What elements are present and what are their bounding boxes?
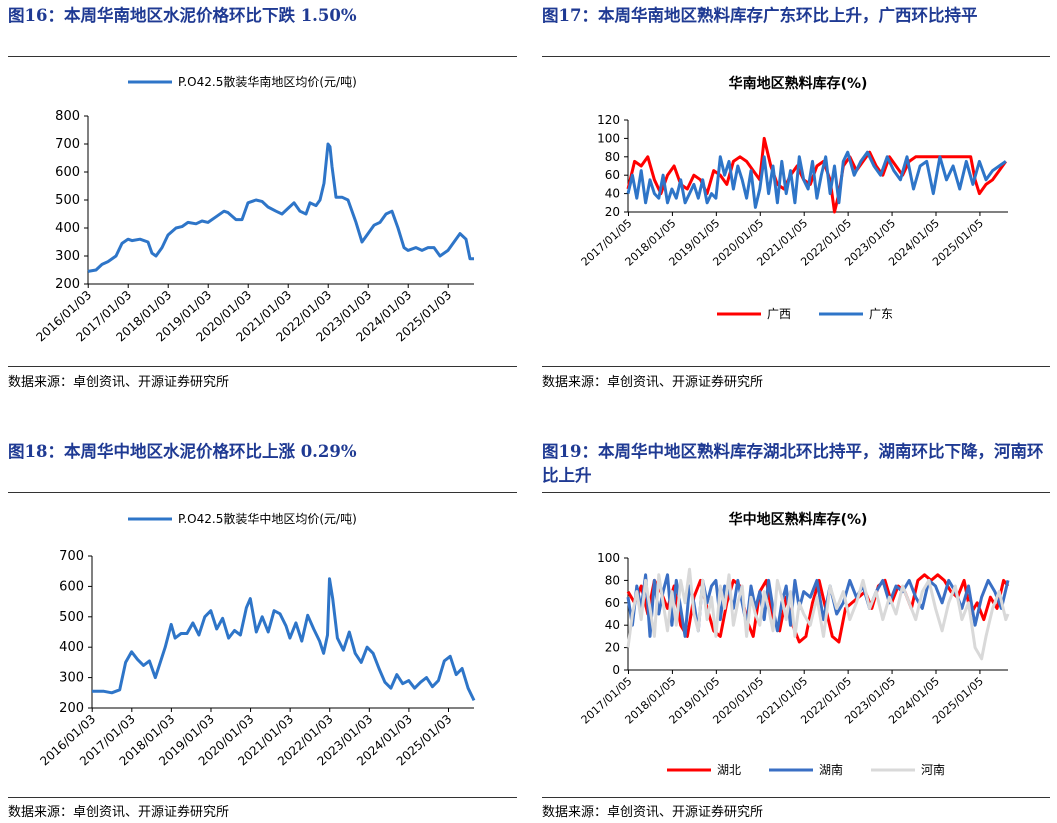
y-tick-label: 200 [59,701,84,716]
series-line-1 [626,150,1007,209]
chart-central-china-price: 2003004005006007002016/01/032017/01/0320… [37,511,476,769]
panel-title-17: 图17：本周华南地区熟料库存广东环比上升，广西环比持平 [542,6,978,25]
chart-title: 华南地区熟料库存(%) [729,75,868,92]
title-rule [8,492,517,493]
y-tick-label: 300 [55,249,80,264]
y-tick-label: 500 [55,193,80,208]
y-tick-label: 100 [597,551,620,565]
source-note: 数据来源：卓创资讯、开源证券研究所 [8,375,230,390]
y-tick-label: 80 [605,150,620,164]
source-rule [542,366,1050,367]
title-rule [542,492,1050,493]
source-rule [8,366,517,367]
series-line-0 [87,142,474,273]
series-line-0 [92,577,476,702]
y-tick-label: 700 [55,137,80,152]
y-tick-label: 20 [605,641,620,655]
panel-title-18: 图18：本周华中地区水泥价格环比上涨 0.29% [8,442,357,461]
y-tick-label: 400 [59,640,84,655]
y-tick-label: 200 [55,277,80,292]
chart-title: 华中地区熟料库存(%) [729,511,868,528]
panel-title-19: 图19：本周华中地区熟料库存湖北环比持平，湖南环比下降，河南环比上升 [542,442,1044,485]
legend-label: 河南 [921,762,945,777]
chart-south-china-price: 2003004005006007008002016/01/032017/01/0… [33,74,474,345]
panel-title-16: 图16：本周华南地区水泥价格环比下跌 1.50% [8,6,357,25]
legend-label: 湖北 [717,762,741,777]
y-tick-label: 80 [605,573,620,587]
y-tick-label: 0 [612,663,620,677]
y-tick-label: 400 [55,221,80,236]
legend-label: P.O42.5散装华南地区均价(元/吨) [178,74,357,89]
y-tick-label: 500 [59,610,84,625]
y-tick-label: 300 [59,671,84,686]
y-tick-label: 800 [55,109,80,124]
legend-label: 广西 [767,307,791,321]
chart-central-china-clinker: 华中地区熟料库存(%)0204060801002017/01/052018/01… [579,511,1010,777]
y-tick-label: 600 [59,579,84,594]
y-tick-label: 100 [597,131,620,145]
legend-label: 湖南 [819,762,843,777]
y-tick-label: 40 [605,618,620,632]
legend-label: 广东 [869,307,893,321]
title-rule [8,56,517,57]
y-tick-label: 600 [55,165,80,180]
source-rule [542,797,1050,798]
y-tick-label: 700 [59,549,84,564]
source-note: 数据来源：卓创资讯、开源证券研究所 [542,805,764,820]
y-tick-label: 60 [605,168,620,182]
y-tick-label: 20 [605,205,620,219]
legend-label: P.O42.5散装华中地区均价(元/吨) [178,511,357,526]
chart-south-china-clinker: 华南地区熟料库存(%)204060801001202017/01/052018/… [579,75,1008,321]
source-note: 数据来源：卓创资讯、开源证券研究所 [8,805,230,820]
y-tick-label: 120 [597,113,620,127]
y-tick-label: 60 [605,596,620,610]
source-note: 数据来源：卓创资讯、开源证券研究所 [542,375,764,390]
y-tick-label: 40 [605,187,620,201]
source-rule [8,797,517,798]
title-rule [542,56,1050,57]
series-line-2 [626,567,1010,661]
